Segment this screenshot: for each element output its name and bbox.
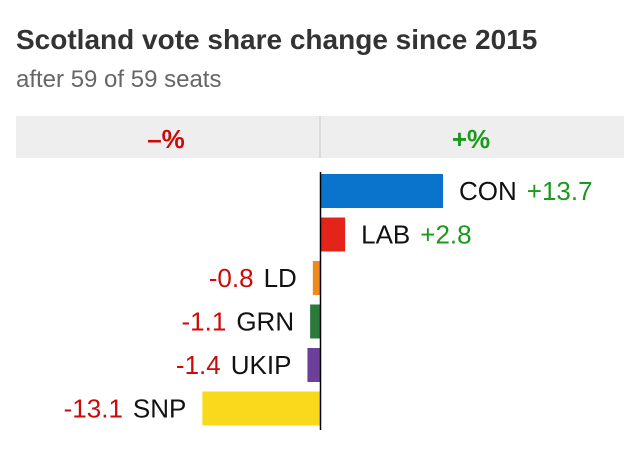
value-label-ukip: -1.4: [176, 350, 221, 380]
value-label-ld: -0.8: [209, 263, 254, 293]
value-label-grn: -1.1: [182, 307, 227, 337]
category-label-lab: LAB: [361, 220, 410, 250]
category-label-ukip: UKIP: [231, 350, 292, 380]
bar-grn: [310, 304, 320, 339]
value-label-con: +13.7: [527, 176, 593, 206]
category-label-grn: GRN: [236, 307, 294, 337]
value-label-snp: -13.1: [64, 394, 123, 424]
header-negative-label: –%: [147, 124, 185, 154]
bar-ld: [312, 261, 320, 295]
category-label-snp: SNP: [133, 394, 186, 424]
bar-ukip: [307, 348, 320, 382]
category-label-con: CON: [459, 176, 517, 206]
chart-subtitle: after 59 of 59 seats: [16, 66, 222, 93]
bar-con: [320, 174, 443, 208]
bar-snp: [202, 391, 320, 426]
chart-title: Scotland vote share change since 2015: [16, 24, 538, 55]
category-label-ld: LD: [264, 263, 297, 293]
header-positive-label: +%: [452, 124, 490, 154]
value-label-lab: +2.8: [420, 220, 471, 250]
bar-lab: [320, 217, 346, 252]
